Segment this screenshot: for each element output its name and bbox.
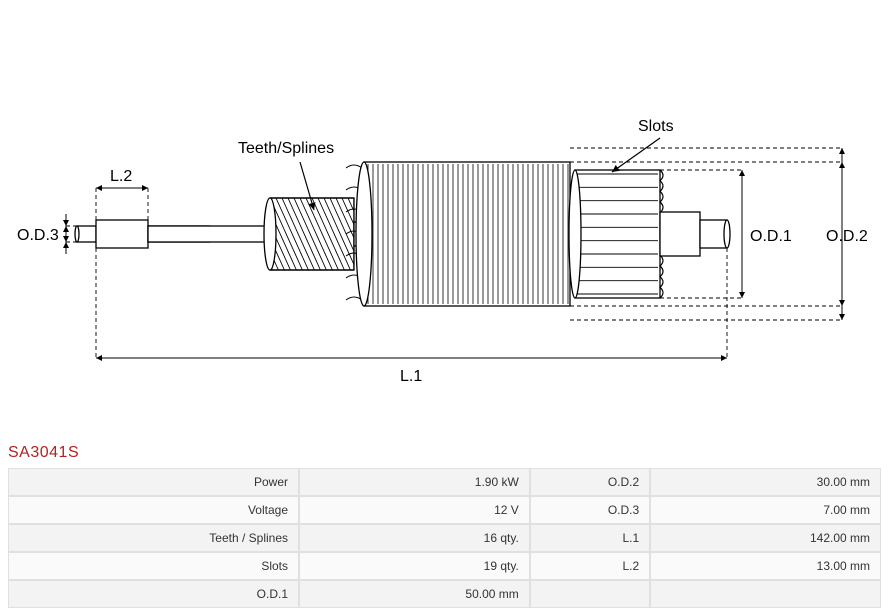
label-teeth-splines: Teeth/Splines [238, 140, 334, 158]
label-l2: L.2 [110, 168, 132, 186]
spec-value [650, 580, 881, 608]
spec-label: O.D.3 [530, 496, 650, 524]
spec-value: 142.00 mm [650, 524, 881, 552]
spec-value: 16 qty. [299, 524, 530, 552]
label-slots: Slots [638, 118, 674, 136]
specifications-table: Power1.90 kWO.D.230.00 mmVoltage12 VO.D.… [8, 468, 881, 608]
spec-label [530, 580, 650, 608]
label-l1: L.1 [400, 368, 422, 386]
spec-value: 7.00 mm [650, 496, 881, 524]
table-row: O.D.150.00 mm [8, 580, 881, 608]
armature-drawing [0, 0, 889, 440]
spec-label: L.2 [530, 552, 650, 580]
spec-label: Voltage [8, 496, 299, 524]
spec-value: 12 V [299, 496, 530, 524]
spec-label: L.1 [530, 524, 650, 552]
table-row: Slots19 qty.L.213.00 mm [8, 552, 881, 580]
spec-value: 50.00 mm [299, 580, 530, 608]
spec-value: 13.00 mm [650, 552, 881, 580]
spec-value: 1.90 kW [299, 468, 530, 496]
spec-value: 30.00 mm [650, 468, 881, 496]
table-row: Power1.90 kWO.D.230.00 mm [8, 468, 881, 496]
label-od3: O.D.3 [17, 227, 59, 245]
table-row: Teeth / Splines16 qty.L.1142.00 mm [8, 524, 881, 552]
label-od1: O.D.1 [750, 228, 792, 246]
spec-label: O.D.2 [530, 468, 650, 496]
spec-label: O.D.1 [8, 580, 299, 608]
spec-value: 19 qty. [299, 552, 530, 580]
label-od2: O.D.2 [826, 228, 868, 246]
spec-label: Power [8, 468, 299, 496]
spec-label: Slots [8, 552, 299, 580]
technical-diagram: Teeth/Splines Slots L.2 O.D.3 O.D.1 O.D.… [0, 0, 889, 440]
part-number: SA3041S [0, 440, 889, 468]
table-row: Voltage12 VO.D.37.00 mm [8, 496, 881, 524]
spec-label: Teeth / Splines [8, 524, 299, 552]
